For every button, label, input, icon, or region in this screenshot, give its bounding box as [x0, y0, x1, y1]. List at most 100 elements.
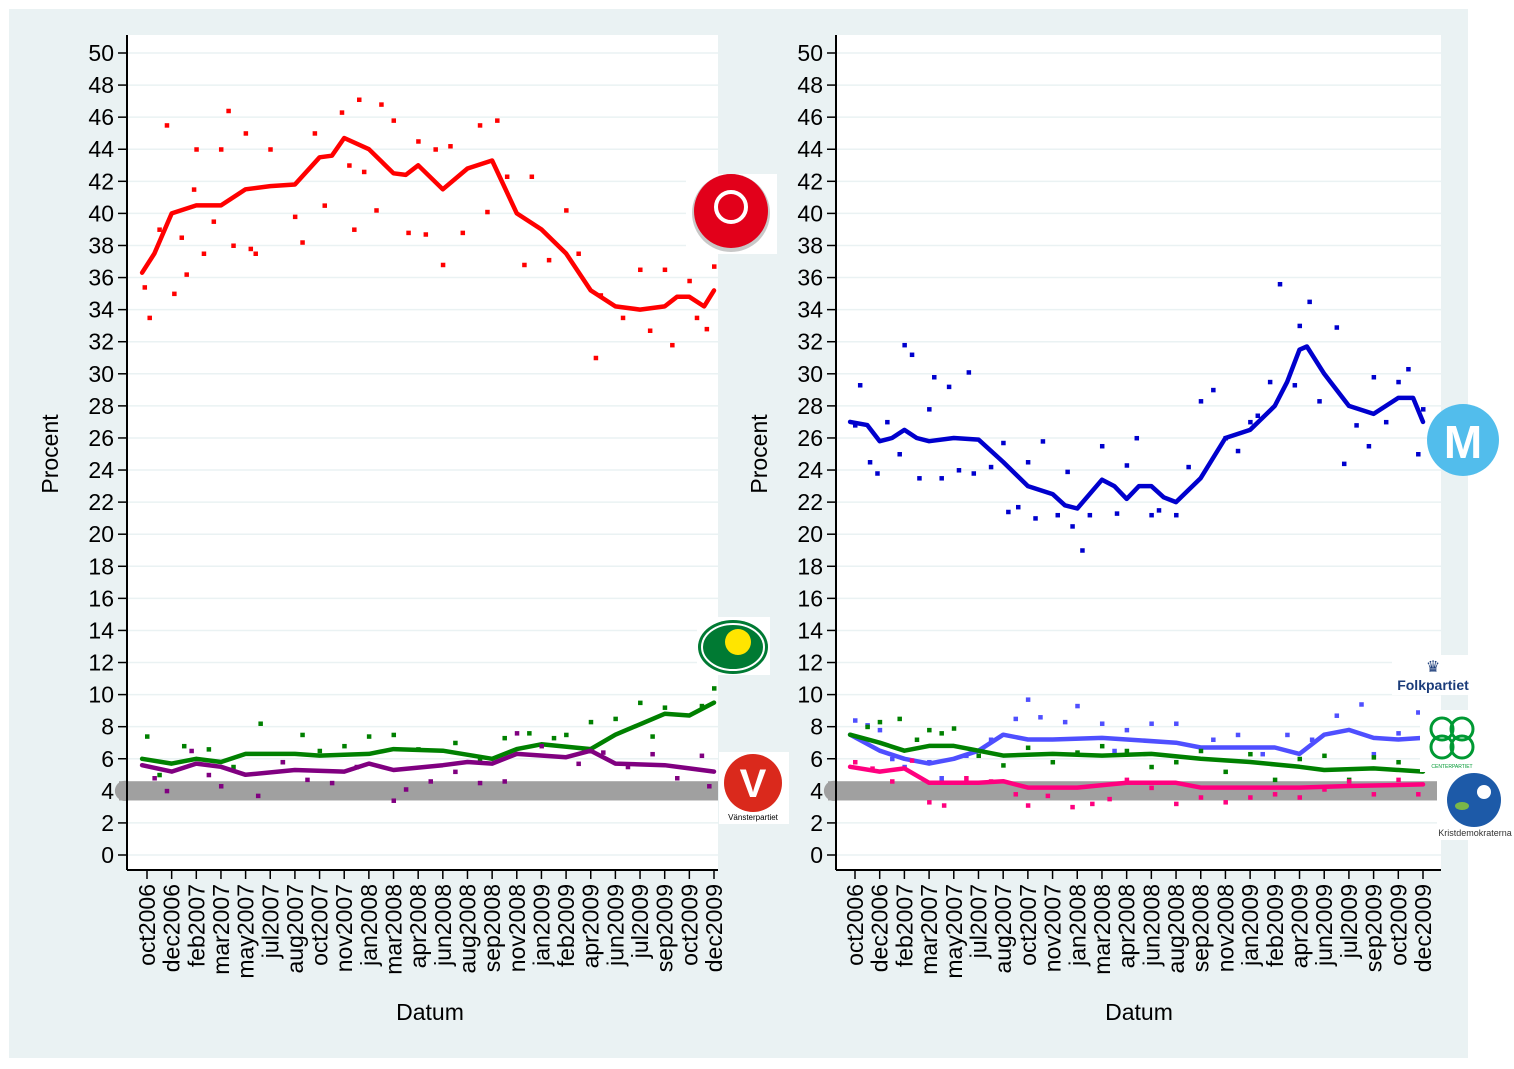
y-tick-label: 6 [810, 746, 823, 772]
data-point [1124, 777, 1130, 783]
vansterpartiet-logo [724, 754, 782, 812]
data-point [1080, 548, 1085, 553]
data-point [1149, 785, 1154, 791]
series-KD [847, 758, 1426, 810]
data-point [1396, 731, 1401, 736]
data-point [1124, 748, 1130, 754]
data-point [707, 784, 712, 789]
y-tick-label: 22 [88, 489, 114, 515]
y-tick-label: 46 [88, 104, 114, 130]
x-tick-label: apr2009 [578, 884, 604, 968]
trend-line [847, 732, 1426, 774]
data-point [699, 703, 705, 709]
data-point [1013, 792, 1019, 797]
y-tick-label: 32 [797, 329, 823, 355]
x-tick-label: mar2007 [916, 884, 942, 975]
x-tick-label: feb2009 [553, 884, 579, 967]
data-point [890, 756, 895, 762]
data-point [453, 769, 458, 775]
kristdemokraterna-logo [1447, 773, 1501, 827]
data-point [1235, 448, 1241, 454]
data-point [875, 471, 880, 476]
data-point [1211, 737, 1216, 743]
data-point [1354, 423, 1359, 428]
data-point [1334, 325, 1340, 330]
data-point [1198, 399, 1204, 404]
data-point [1383, 419, 1389, 425]
x-axis-label: Datum [1105, 999, 1173, 1025]
series-M [847, 281, 1426, 553]
data-point [1099, 743, 1105, 749]
x-tick-label: nov2007 [1040, 884, 1066, 972]
x-tick-label: apr2009 [1287, 884, 1313, 968]
y-tick-label: 40 [797, 200, 823, 226]
y-tick-label: 26 [88, 425, 114, 451]
data-point [184, 272, 189, 277]
data-point [147, 315, 152, 321]
data-point [1198, 795, 1204, 800]
data-point [142, 285, 148, 290]
x-tick-label: jun2008 [430, 884, 456, 967]
y-tick-label: 30 [797, 361, 823, 387]
data-point [1099, 443, 1105, 449]
y-tick-label: 12 [797, 650, 823, 676]
x-tick-label: aug2007 [990, 884, 1016, 974]
anemone-flower-icon [1477, 785, 1491, 799]
x-tick-label: oct2007 [307, 884, 333, 966]
data-point [342, 743, 347, 749]
data-point [927, 727, 932, 733]
data-point [917, 476, 922, 481]
data-point [206, 772, 212, 778]
data-point [1255, 413, 1261, 419]
data-point [1309, 737, 1315, 743]
data-point [897, 716, 902, 722]
leaf-icon [1455, 802, 1469, 810]
data-point [218, 784, 224, 789]
data-point [258, 721, 263, 726]
data-point [625, 764, 631, 770]
y-tick-label: 2 [810, 810, 823, 836]
data-point [189, 748, 194, 754]
data-point [939, 476, 944, 481]
data-point [988, 464, 994, 470]
data-point [885, 419, 890, 425]
x-tick-label: mar2008 [1089, 884, 1115, 975]
data-point [853, 423, 858, 428]
x-tick-label: dec2009 [1410, 884, 1436, 972]
data-point [164, 123, 170, 128]
data-point [1050, 759, 1056, 765]
y-tick-label: 34 [797, 297, 823, 323]
x-tick-label: jul2007 [257, 884, 283, 959]
threshold-band-end [114, 780, 136, 801]
data-point [391, 732, 397, 738]
data-point [529, 174, 535, 180]
data-point [909, 352, 915, 358]
x-tick-label: nov2007 [331, 884, 357, 972]
y-tick-label: 26 [797, 425, 823, 451]
rose-icon [714, 190, 748, 224]
data-point [226, 108, 231, 114]
data-point [1198, 748, 1204, 754]
trend-line [139, 748, 717, 778]
x-tick-label: nov2008 [1212, 884, 1238, 972]
data-point [951, 726, 957, 731]
data-point [1371, 751, 1377, 757]
data-point [576, 251, 581, 256]
data-point [495, 118, 500, 123]
y-tick-label: 42 [797, 168, 823, 194]
threshold-band-end [823, 780, 845, 801]
data-point [1001, 763, 1006, 768]
data-point [366, 734, 372, 739]
x-tick-label: may2007 [941, 884, 967, 979]
data-point [576, 761, 581, 767]
data-point [1416, 792, 1421, 797]
data-point [305, 777, 310, 783]
data-point [966, 370, 972, 375]
trend-line [139, 135, 717, 312]
y-tick-label: 28 [88, 393, 114, 419]
data-point [1025, 803, 1031, 808]
data-point [1317, 399, 1322, 404]
data-point [647, 328, 653, 333]
data-point [253, 251, 258, 256]
x-tick-label: feb2007 [183, 884, 209, 967]
